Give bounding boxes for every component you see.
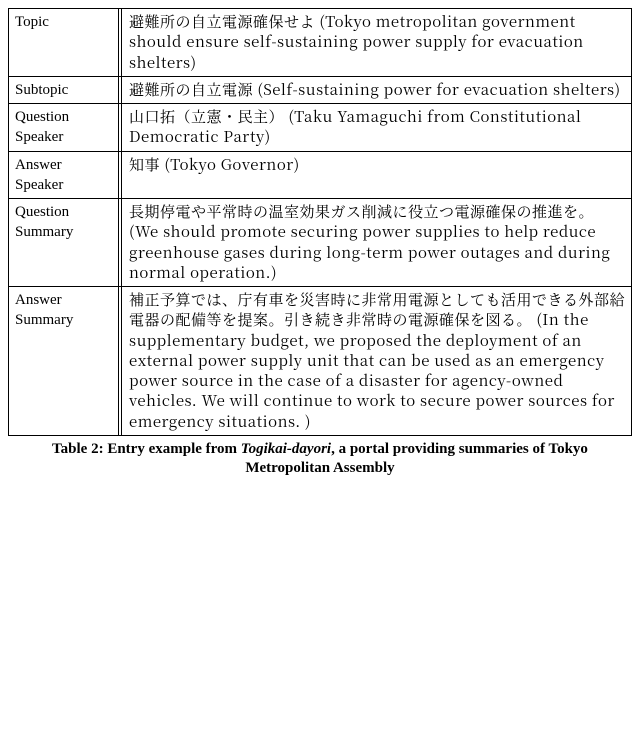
row-label: Question Speaker [9,104,119,152]
row-content-cell: 知事 (Tokyo Governor) [119,151,632,199]
row-content-cell: 避難所の自立電源確保せよ (Tokyo metropolitan governm… [119,9,632,77]
row-content: 山口拓（立憲・民主） (Taku Yamaguchi from Constitu… [125,107,625,148]
table-caption: Table 2: Entry example from Togikai-dayo… [8,440,632,478]
data-table: Topic 避難所の自立電源確保せよ (Tokyo metropolitan g… [8,8,632,436]
caption-italic: Togikai-dayori [241,441,331,457]
row-content: 避難所の自立電源 (Self-sustaining power for evac… [125,80,625,100]
caption-prefix: Table 2: Entry example from [52,441,241,457]
row-label: Question Summary [9,199,119,287]
row-content-cell: 避難所の自立電源 (Self-sustaining power for evac… [119,76,632,103]
table-row: Question Speaker 山口拓（立憲・民主） (Taku Yamagu… [9,104,632,152]
row-label: Subtopic [9,76,119,103]
row-label: Topic [9,9,119,77]
table-row: Answer Summary 補正予算では、庁有車を災害時に非常用電源としても活… [9,287,632,436]
row-content-cell: 山口拓（立憲・民主） (Taku Yamaguchi from Constitu… [119,104,632,152]
row-content: 知事 (Tokyo Governor) [125,155,625,175]
row-content-cell: 補正予算では、庁有車を災害時に非常用電源としても活用できる外部給電器の配備等を提… [119,287,632,436]
row-content-cell: 長期停電や平常時の温室効果ガス削減に役立つ電源確保の推進を。 (We shoul… [119,199,632,287]
row-content: 補正予算では、庁有車を災害時に非常用電源としても活用できる外部給電器の配備等を提… [125,290,625,432]
table-row: Question Summary 長期停電や平常時の温室効果ガス削減に役立つ電源… [9,199,632,287]
table-row: Subtopic 避難所の自立電源 (Self-sustaining power… [9,76,632,103]
row-content: 長期停電や平常時の温室効果ガス削減に役立つ電源確保の推進を。 (We shoul… [125,202,625,283]
table-row: Answer Speaker 知事 (Tokyo Governor) [9,151,632,199]
row-label: Answer Speaker [9,151,119,199]
row-label: Answer Summary [9,287,119,436]
table-row: Topic 避難所の自立電源確保せよ (Tokyo metropolitan g… [9,9,632,77]
row-content: 避難所の自立電源確保せよ (Tokyo metropolitan governm… [125,12,625,73]
